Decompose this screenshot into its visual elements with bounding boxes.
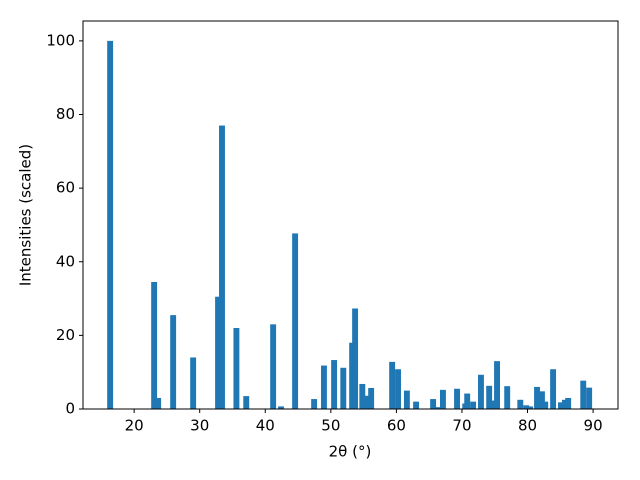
bar — [340, 367, 347, 409]
bar — [243, 396, 250, 409]
bar — [580, 380, 587, 409]
bar — [470, 401, 477, 409]
bar — [170, 315, 177, 409]
x-tick-label: 50 — [321, 417, 340, 435]
bar — [155, 397, 162, 409]
y-tick-label: 0 — [65, 400, 75, 418]
x-tick-label: 20 — [125, 417, 144, 435]
bar — [534, 386, 540, 409]
bar — [363, 395, 370, 409]
bar — [434, 407, 440, 409]
bar — [430, 399, 437, 409]
bar — [331, 360, 338, 409]
bar — [278, 406, 284, 409]
x-tick-label: 40 — [256, 417, 275, 435]
y-tick-label: 20 — [56, 326, 75, 344]
bar — [233, 328, 240, 409]
bar — [527, 406, 534, 409]
y-tick-label: 60 — [56, 179, 75, 197]
bar — [107, 40, 114, 409]
bar — [403, 390, 410, 409]
bar — [311, 399, 318, 409]
bar — [190, 357, 197, 409]
y-axis-label: Intensities (scaled) — [17, 144, 35, 286]
bar — [270, 324, 277, 409]
x-tick-label: 70 — [452, 417, 471, 435]
bar — [389, 361, 396, 409]
y-tick-label: 40 — [56, 252, 75, 270]
bar — [219, 125, 225, 410]
bar — [565, 397, 572, 409]
bar — [352, 308, 359, 409]
y-tick-label: 80 — [56, 105, 75, 123]
x-axis-label: 2θ (°) — [329, 443, 372, 461]
bar — [558, 402, 564, 409]
bar — [368, 388, 375, 409]
bar — [439, 389, 446, 409]
x-tick-label: 90 — [584, 417, 603, 435]
y-tick-label: 100 — [46, 31, 75, 49]
bar — [489, 400, 496, 409]
bar — [395, 369, 401, 409]
bar — [586, 387, 593, 409]
bar — [538, 391, 545, 409]
bar — [550, 369, 557, 409]
bar — [517, 399, 524, 409]
bar — [542, 401, 549, 409]
bar — [561, 399, 568, 409]
bar — [151, 281, 158, 409]
x-tick-label: 80 — [518, 417, 537, 435]
x-tick-label: 30 — [190, 417, 209, 435]
bar — [504, 386, 511, 409]
bar — [494, 361, 500, 409]
bar — [486, 385, 493, 409]
bar — [464, 393, 471, 409]
plot-frame — [82, 20, 619, 410]
bar — [292, 233, 299, 409]
x-tick-label: 60 — [387, 417, 406, 435]
bar — [215, 296, 222, 409]
bar — [320, 365, 327, 409]
bar — [359, 383, 366, 409]
bar — [478, 374, 484, 409]
bar — [523, 405, 530, 409]
bar — [413, 401, 420, 409]
bar — [454, 388, 460, 409]
